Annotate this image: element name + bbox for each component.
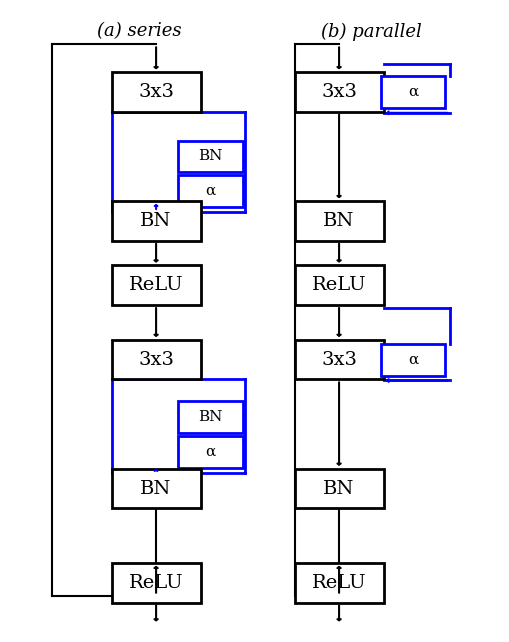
Text: BN: BN bbox=[140, 212, 172, 230]
Text: α: α bbox=[407, 352, 417, 367]
Text: 3x3: 3x3 bbox=[321, 83, 356, 101]
Bar bbox=[178, 401, 242, 433]
Text: 3x3: 3x3 bbox=[138, 351, 174, 369]
Text: BN: BN bbox=[140, 480, 172, 498]
Bar bbox=[294, 266, 383, 305]
Bar bbox=[380, 76, 444, 108]
Bar bbox=[111, 72, 200, 112]
Text: ReLU: ReLU bbox=[311, 574, 365, 592]
Text: BN: BN bbox=[198, 150, 222, 164]
Text: (b) parallel: (b) parallel bbox=[320, 22, 420, 40]
Text: BN: BN bbox=[198, 410, 222, 424]
Text: α: α bbox=[205, 184, 215, 198]
Bar bbox=[111, 201, 200, 241]
Bar bbox=[294, 201, 383, 241]
Bar bbox=[111, 266, 200, 305]
Bar bbox=[380, 344, 444, 376]
Text: BN: BN bbox=[323, 212, 354, 230]
Bar bbox=[294, 469, 383, 508]
Text: ReLU: ReLU bbox=[311, 276, 365, 294]
Text: 3x3: 3x3 bbox=[138, 83, 174, 101]
Bar bbox=[111, 340, 200, 379]
Bar bbox=[294, 563, 383, 603]
Bar bbox=[178, 141, 242, 172]
Bar bbox=[294, 72, 383, 112]
Bar bbox=[111, 563, 200, 603]
Text: α: α bbox=[205, 445, 215, 459]
Bar bbox=[178, 175, 242, 207]
Bar bbox=[294, 340, 383, 379]
Text: BN: BN bbox=[323, 480, 354, 498]
Bar bbox=[178, 436, 242, 468]
Text: ReLU: ReLU bbox=[129, 574, 183, 592]
Bar bbox=[111, 469, 200, 508]
Text: α: α bbox=[407, 85, 417, 99]
Text: (a) series: (a) series bbox=[97, 22, 181, 40]
Text: 3x3: 3x3 bbox=[321, 351, 356, 369]
Text: ReLU: ReLU bbox=[129, 276, 183, 294]
